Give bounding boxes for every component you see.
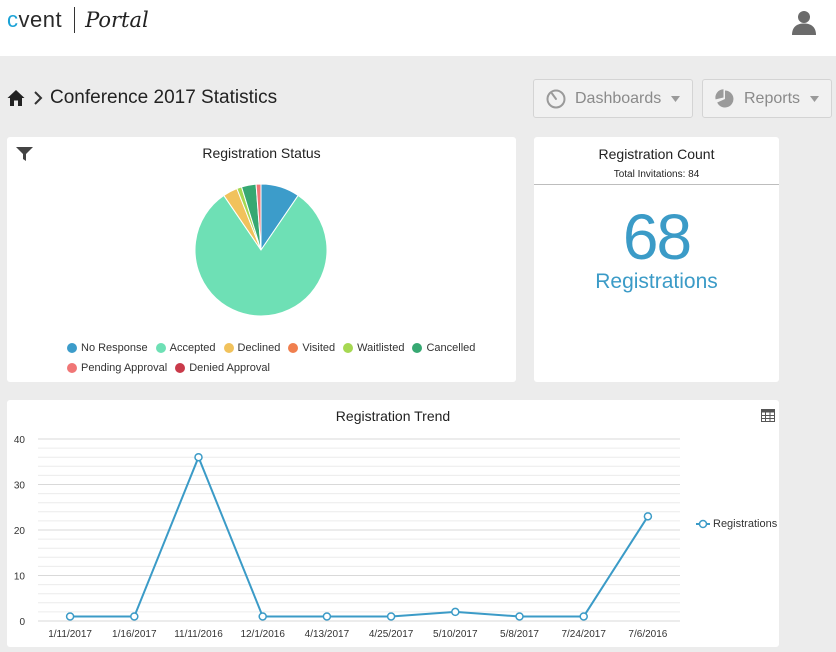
registration-status-pie-chart xyxy=(194,183,328,317)
x-tick-label: 11/11/2016 xyxy=(174,629,223,640)
data-point[interactable] xyxy=(643,512,653,521)
legend-swatch xyxy=(67,343,77,353)
series-line-registrations xyxy=(70,454,649,618)
legend-swatch xyxy=(175,363,186,373)
trend-legend-label: Registrations xyxy=(713,518,778,530)
legend-row: Pending Approval Denied Approval xyxy=(67,358,487,378)
cvent-portal-logo[interactable]: cvent Portal xyxy=(7,6,149,34)
x-tick-label: 5/8/2017 xyxy=(500,629,539,640)
page-title: Conference 2017 Statistics xyxy=(50,87,278,108)
legend-label: Denied Approval xyxy=(189,362,270,374)
registration-trend-line-chart: 0 10 20 30 40 1/11/2017 1/16/2017 11/11/2016 12/… xyxy=(14,435,680,640)
legend-marker-icon xyxy=(696,519,710,529)
legend-swatch xyxy=(288,343,299,353)
table-view-icon[interactable] xyxy=(761,409,775,422)
caret-down-icon xyxy=(810,95,820,102)
legend-swatch xyxy=(223,343,234,353)
x-tick-label: 7/6/2016 xyxy=(628,629,667,640)
user-icon[interactable] xyxy=(791,9,817,35)
data-point[interactable] xyxy=(65,612,75,621)
dashboards-label: Dashboards xyxy=(575,89,662,107)
x-tick-label: 7/24/2017 xyxy=(561,629,606,640)
legend-item-no-response[interactable]: No Response xyxy=(67,342,148,354)
x-tick-label: 1/11/2017 xyxy=(48,629,92,640)
legend-label: Pending Approval xyxy=(81,362,168,374)
legend-label: Declined xyxy=(237,342,281,354)
registration-count-value: 68 xyxy=(622,201,692,273)
legend-swatch xyxy=(343,343,354,353)
registration-count-title: Registration Count xyxy=(598,146,715,162)
y-tick-label: 10 xyxy=(14,572,26,583)
data-point[interactable] xyxy=(386,612,396,621)
y-tick-label: 20 xyxy=(14,526,26,537)
data-point[interactable] xyxy=(194,452,203,462)
legend-item-visited[interactable]: Visited xyxy=(288,342,335,354)
legend-label: Waitlisted xyxy=(357,342,405,354)
legend-swatch xyxy=(67,363,77,373)
divider xyxy=(534,184,779,185)
top-bar: cvent Portal xyxy=(0,0,836,56)
legend-label: Cancelled xyxy=(426,342,476,354)
reports-button[interactable]: Reports xyxy=(702,79,832,118)
legend-label: Visited xyxy=(302,342,336,354)
legend-item-denied-approval[interactable]: Denied Approval xyxy=(175,362,270,374)
legend-item-cancelled[interactable]: Cancelled xyxy=(412,342,475,354)
x-tick-label: 12/1/2016 xyxy=(240,629,285,640)
registration-status-card: Registration Status No Response Accepted D… xyxy=(7,137,516,382)
x-tick-label: 4/25/2017 xyxy=(369,629,414,640)
x-tick-label: 1/16/2017 xyxy=(112,629,157,640)
legend-item-waitlisted[interactable]: Waitlisted xyxy=(343,342,404,354)
reports-label: Reports xyxy=(744,89,801,107)
x-tick-label: 4/13/2017 xyxy=(305,629,350,640)
y-tick-label: 40 xyxy=(14,435,26,446)
legend-item-accepted[interactable]: Accepted xyxy=(155,342,216,354)
data-point[interactable] xyxy=(515,612,524,621)
x-tick-label: 5/10/2017 xyxy=(433,629,478,640)
legend-label: Accepted xyxy=(169,342,216,354)
legend-swatch xyxy=(412,343,423,353)
home-icon[interactable] xyxy=(7,89,25,107)
registration-status-title: Registration Status xyxy=(202,145,321,161)
legend-item-pending-approval[interactable]: Pending Approval xyxy=(67,362,167,374)
pie-slice-pending-approval[interactable] xyxy=(255,183,262,251)
data-point[interactable] xyxy=(579,612,588,621)
pie-legend: No Response Accepted Declined Visited Waitli… xyxy=(67,338,487,378)
legend-row: No Response Accepted Declined Visited Waitli… xyxy=(67,338,487,358)
legend-label: No Response xyxy=(81,342,148,354)
breadcrumb: Conference 2017 Statistics xyxy=(7,86,277,110)
legend-swatch xyxy=(155,343,166,353)
registration-count-card: Registration Count Total Invitations: 84… xyxy=(534,137,779,382)
data-point[interactable] xyxy=(451,607,460,617)
data-point[interactable] xyxy=(130,612,139,621)
registration-count-label: Registrations xyxy=(595,270,718,293)
dashboards-button[interactable]: Dashboards xyxy=(533,79,693,118)
total-invitations-text: Total Invitations: 84 xyxy=(613,169,700,180)
data-point[interactable] xyxy=(322,612,332,621)
caret-down-icon xyxy=(671,95,681,102)
registration-trend-card: Registration Trend 0 10 20 30 40 1/11/2017 1/1… xyxy=(7,400,779,647)
y-tick-label: 30 xyxy=(14,481,26,492)
registration-trend-title: Registration Trend xyxy=(335,408,451,424)
pie-slice-accepted[interactable] xyxy=(194,194,328,317)
logo-portal-text: Portal xyxy=(85,8,149,32)
pie-chart-icon xyxy=(715,88,734,107)
y-tick-label: 0 xyxy=(19,617,25,628)
logo-cvent-wordmark: cvent xyxy=(7,7,63,32)
logo-divider xyxy=(74,7,76,33)
data-point[interactable] xyxy=(258,612,267,621)
gauge-icon xyxy=(546,89,566,108)
filter-icon[interactable] xyxy=(16,147,33,162)
chevron-right-icon xyxy=(34,91,43,105)
legend-item-declined[interactable]: Declined xyxy=(223,342,281,354)
trend-legend-item[interactable]: Registrations xyxy=(696,518,777,530)
